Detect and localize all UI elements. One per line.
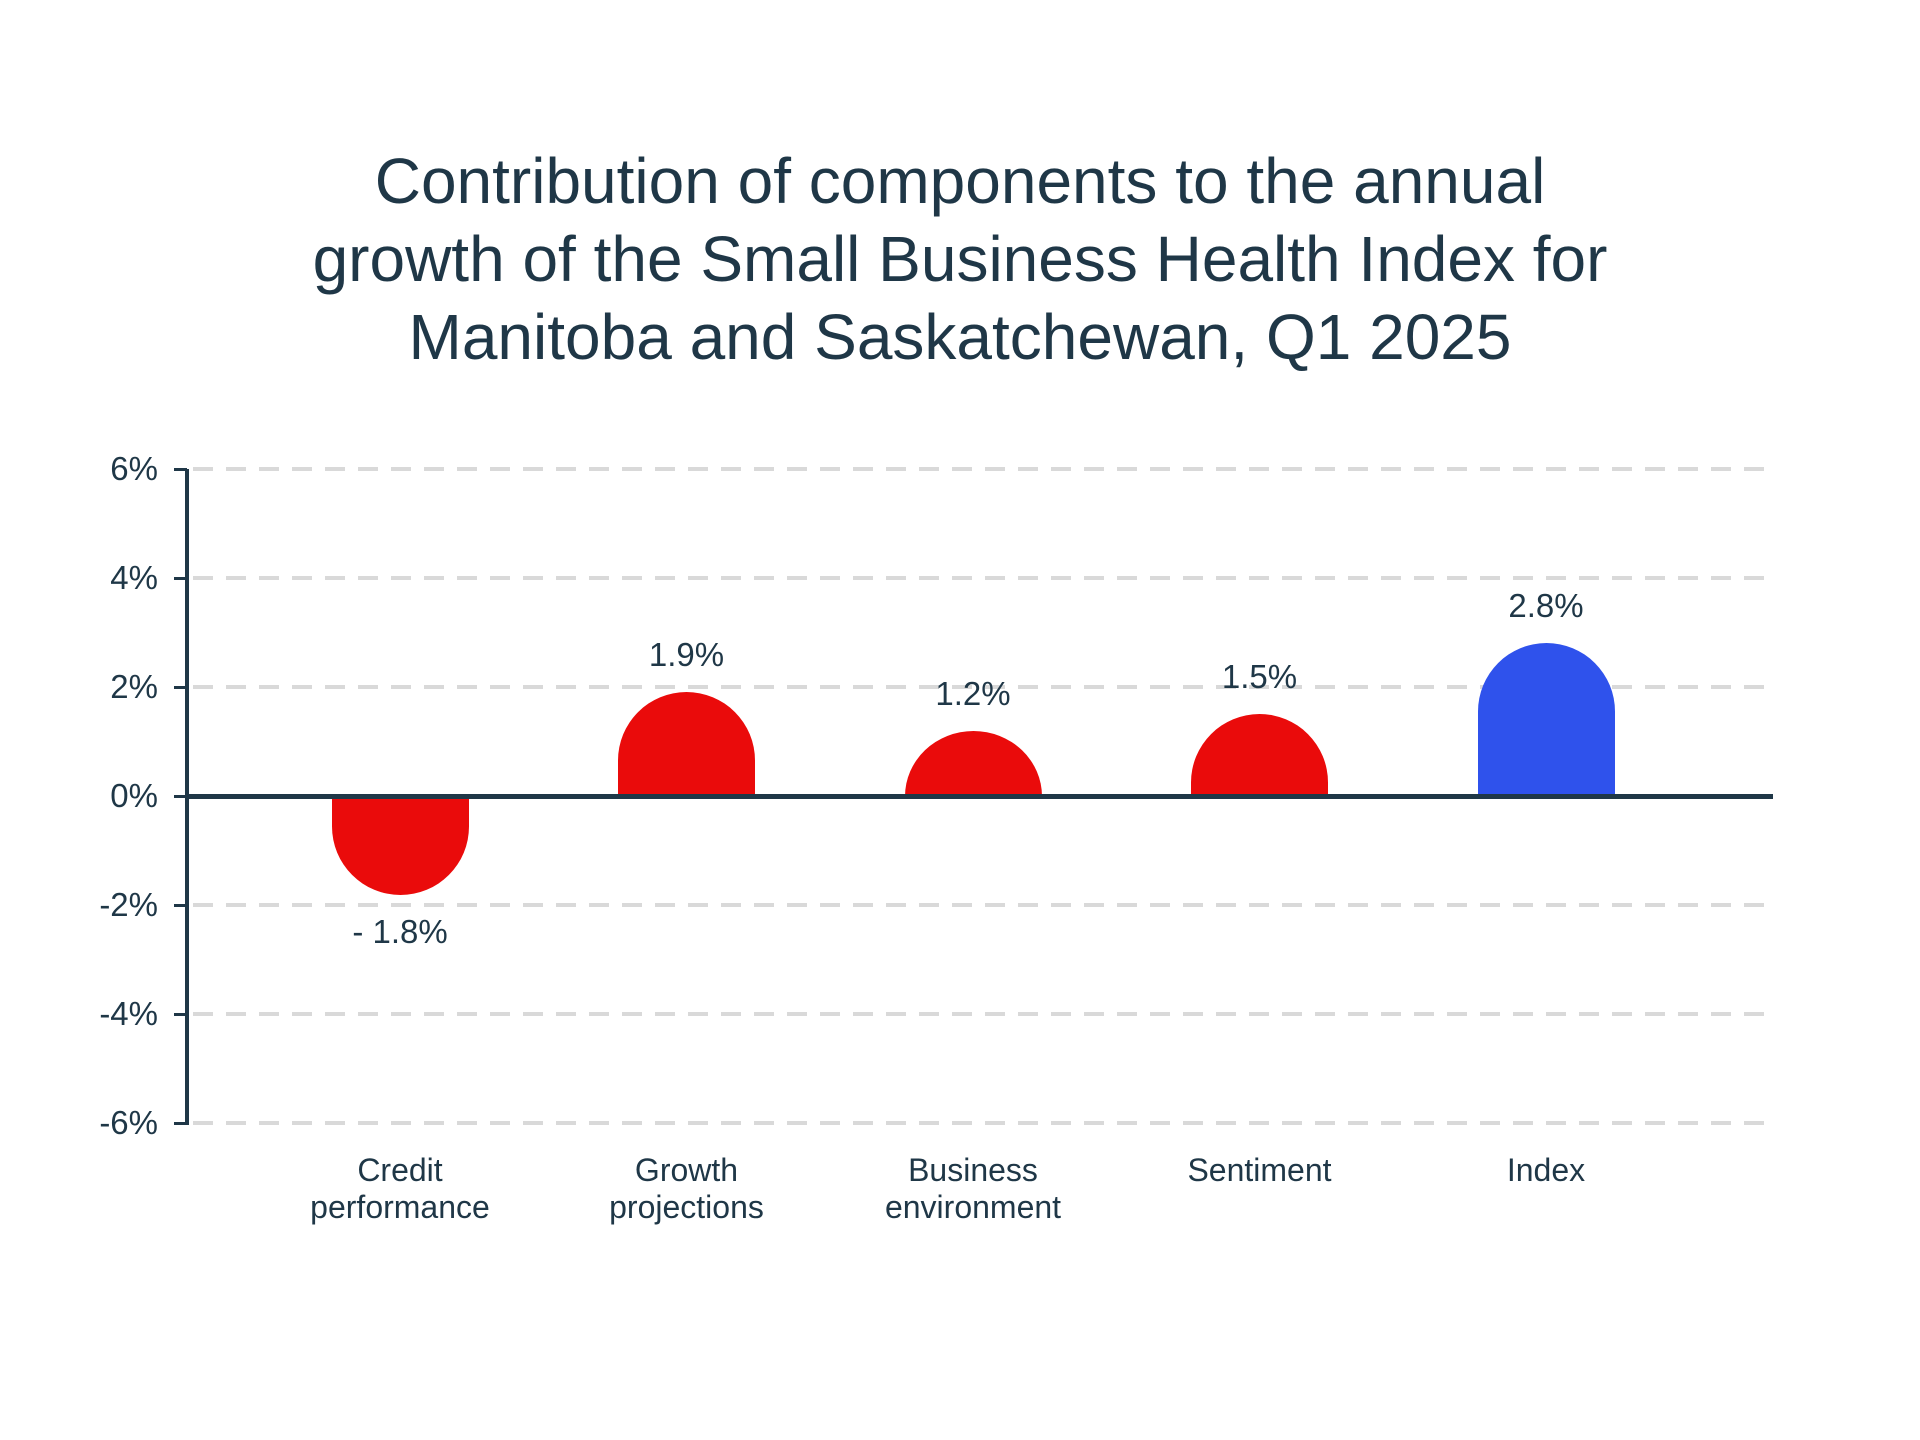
y-axis-tick [174, 904, 187, 907]
y-axis-tick [174, 1122, 187, 1125]
category-label-line: performance [310, 1189, 490, 1225]
y-tick-label: 0% [110, 777, 158, 814]
gridline [193, 576, 1773, 580]
bar-value-label: 1.5% [1221, 658, 1298, 696]
category-label: Index [1396, 1152, 1696, 1189]
gridline [193, 685, 1773, 689]
chart-title-line-1: Contribution of components to the annual [374, 145, 1546, 217]
category-label-line: Growth [634, 1152, 739, 1188]
bar-value-label: 2.8% [1508, 587, 1584, 625]
bar-value-label: - 1.8% [352, 913, 448, 951]
category-label-line: environment [884, 1189, 1062, 1225]
gridline [193, 467, 1773, 471]
y-tick-label: 2% [110, 668, 158, 705]
chart-title: Contribution of components to the annual… [0, 142, 1920, 376]
category-label: Business environment [823, 1152, 1123, 1226]
category-label-line: Business [908, 1152, 1038, 1188]
chart-title-line-2: growth of the Small Business Health Inde… [312, 223, 1608, 295]
bar [1477, 643, 1615, 798]
y-axis-tick [174, 686, 187, 689]
category-label: Credit performance [250, 1152, 550, 1226]
y-axis-tick [174, 795, 187, 798]
y-tick-label: 6% [110, 450, 158, 487]
bar [618, 692, 755, 798]
y-tick-label: -4% [99, 995, 158, 1032]
bar [1191, 714, 1328, 798]
y-tick-label: 4% [110, 559, 158, 596]
y-tick-label: -6% [99, 1104, 158, 1141]
gridline [193, 903, 1773, 907]
category-label-line: Index [1506, 1152, 1586, 1188]
y-axis-tick [174, 577, 187, 580]
gridline [193, 1012, 1773, 1016]
gridline [193, 1121, 1773, 1125]
y-axis-tick [174, 468, 187, 471]
bar-value-label: 1.9% [648, 636, 725, 674]
category-label-line: projections [609, 1189, 764, 1225]
zero-axis-line [187, 793, 1773, 799]
y-tick-label: -2% [99, 886, 158, 923]
bar-value-label: 1.2% [935, 674, 1011, 712]
y-axis-tick [174, 1013, 187, 1016]
category-label-line: Sentiment [1187, 1152, 1332, 1188]
bar [331, 797, 469, 896]
category-label-line: Credit [357, 1152, 443, 1188]
category-label: Sentiment [1110, 1152, 1410, 1189]
bar [904, 730, 1042, 798]
chart-title-line-3: Manitoba and Saskatchewan, Q1 2025 [408, 301, 1512, 373]
category-label: Growth projections [537, 1152, 837, 1226]
